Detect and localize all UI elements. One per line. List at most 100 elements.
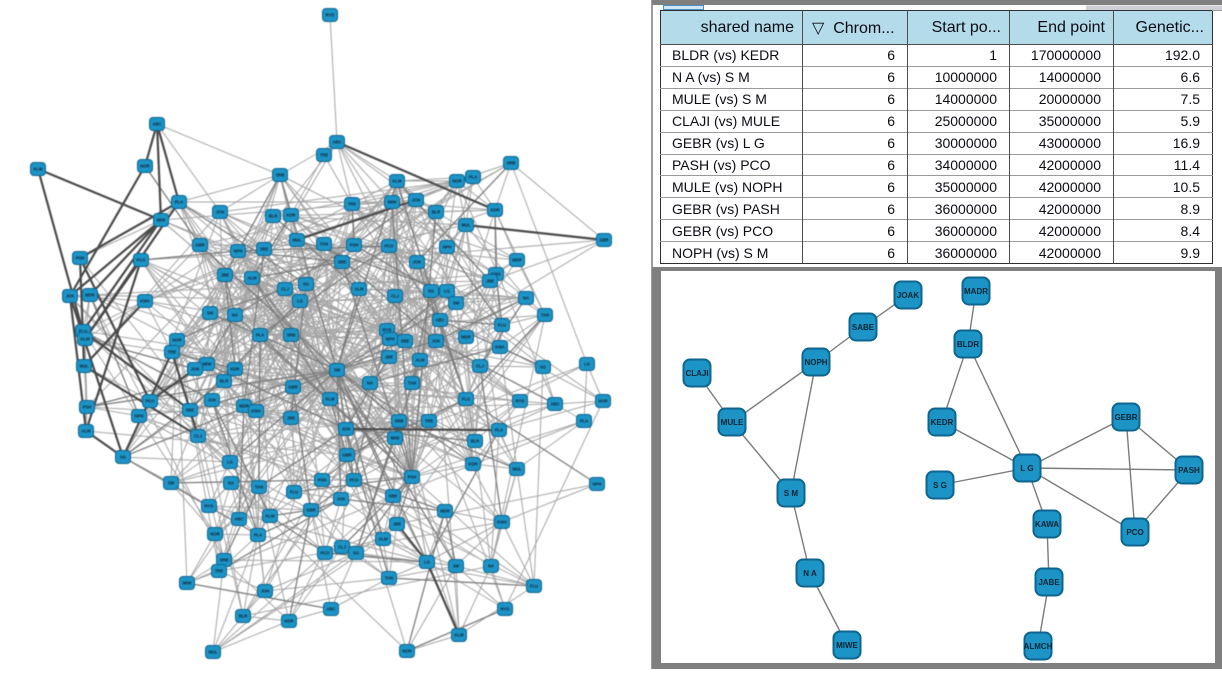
svg-text:MDR: MDR xyxy=(85,293,95,298)
svg-text:MIW: MIW xyxy=(391,436,400,441)
svg-text:FLU: FLU xyxy=(498,323,506,328)
svg-text:ALM: ALM xyxy=(354,287,364,292)
svg-text:MIW: MIW xyxy=(183,581,192,586)
svg-text:CLAJI: CLAJI xyxy=(685,369,708,378)
svg-text:ABC: ABC xyxy=(152,122,161,127)
svg-text:SBE: SBE xyxy=(389,494,398,499)
svg-text:MDR: MDR xyxy=(461,335,471,340)
svg-text:CLJ: CLJ xyxy=(194,434,203,439)
svg-text:TAN: TAN xyxy=(385,576,393,581)
svg-text:NPH: NPH xyxy=(386,337,395,342)
svg-text:LG: LG xyxy=(584,362,590,367)
svg-text:TAN: TAN xyxy=(541,313,549,318)
svg-text:KDR: KDR xyxy=(230,367,239,372)
svg-text:SG: SG xyxy=(120,455,126,460)
svg-text:SBE: SBE xyxy=(338,260,347,265)
svg-text:TAN: TAN xyxy=(408,381,416,386)
svg-text:KLM: KLM xyxy=(80,337,90,342)
svg-text:JON: JON xyxy=(342,427,351,432)
svg-text:PCO: PCO xyxy=(384,244,394,249)
svg-text:ALM: ALM xyxy=(247,276,257,281)
svg-text:MUL: MUL xyxy=(461,223,471,228)
svg-text:JOK: JOK xyxy=(208,398,217,403)
svg-text:PCO: PCO xyxy=(320,551,330,556)
svg-text:MDR: MDR xyxy=(440,509,450,514)
svg-text:PCO: PCO xyxy=(349,478,359,483)
svg-text:SM: SM xyxy=(334,368,341,373)
svg-text:FLU: FLU xyxy=(462,397,470,402)
svg-text:NPH: NPH xyxy=(443,245,452,250)
svg-text:GEBR: GEBR xyxy=(1114,413,1137,422)
svg-text:NOR: NOR xyxy=(598,399,607,404)
svg-text:MIW: MIW xyxy=(157,218,166,223)
svg-text:MULE: MULE xyxy=(721,418,744,427)
svg-text:PCO: PCO xyxy=(1126,528,1143,537)
svg-text:MDR: MDR xyxy=(239,404,249,409)
svg-text:SRB: SRB xyxy=(395,419,404,424)
svg-text:BLR: BLR xyxy=(269,214,278,219)
svg-text:BLR: BLR xyxy=(432,210,441,215)
svg-text:RYD: RYD xyxy=(205,504,214,509)
svg-text:CLJ: CLJ xyxy=(391,294,400,299)
svg-text:JON: JON xyxy=(261,589,270,594)
svg-text:SM: SM xyxy=(207,311,214,316)
svg-text:JBE: JBE xyxy=(221,273,229,278)
svg-text:NA: NA xyxy=(523,296,529,301)
svg-text:SBE: SBE xyxy=(401,339,410,344)
svg-text:SABE: SABE xyxy=(852,323,875,332)
svg-text:L G: L G xyxy=(1020,464,1033,473)
svg-text:NOR: NOR xyxy=(210,532,219,537)
svg-text:JON: JON xyxy=(191,367,200,372)
svg-text:JOK: JOK xyxy=(432,339,441,344)
svg-text:NOR: NOR xyxy=(452,179,461,184)
svg-text:NPH: NPH xyxy=(234,249,243,254)
svg-text:SM: SM xyxy=(453,301,460,306)
svg-text:KWA: KWA xyxy=(491,272,501,277)
svg-text:TRE: TRE xyxy=(320,153,329,158)
svg-text:TRE: TRE xyxy=(168,350,177,355)
svg-text:MUL: MUL xyxy=(79,364,89,369)
svg-text:KDR: KDR xyxy=(284,619,293,624)
svg-text:GBR: GBR xyxy=(195,243,204,248)
svg-text:SBE: SBE xyxy=(186,408,195,413)
svg-text:MUL: MUL xyxy=(512,467,522,472)
svg-text:PLA: PLA xyxy=(495,428,503,433)
svg-text:KWA: KWA xyxy=(495,345,505,350)
svg-text:MUL: MUL xyxy=(292,238,302,243)
svg-text:ABC: ABC xyxy=(550,402,559,407)
svg-text:CLJ: CLJ xyxy=(281,287,290,292)
svg-text:NPH: NPH xyxy=(135,414,144,419)
svg-text:ABC: ABC xyxy=(326,607,335,612)
svg-text:N A: N A xyxy=(803,569,817,578)
svg-text:SG: SG xyxy=(428,289,434,294)
svg-text:SM: SM xyxy=(453,564,460,569)
svg-text:CLJ: CLJ xyxy=(476,364,485,369)
svg-text:PSH: PSH xyxy=(350,243,359,248)
svg-text:NOR: NOR xyxy=(402,649,411,654)
svg-text:NA: NA xyxy=(232,313,238,318)
svg-text:JOK: JOK xyxy=(66,294,75,299)
svg-text:PLA: PLA xyxy=(580,419,588,424)
svg-text:TAN: TAN xyxy=(320,242,328,247)
svg-text:KDR: KDR xyxy=(490,208,499,213)
svg-text:BLR: BLR xyxy=(220,379,229,384)
svg-text:ALM: ALM xyxy=(81,429,91,434)
svg-text:KLM: KLM xyxy=(392,179,402,184)
svg-text:FLU: FLU xyxy=(290,490,298,495)
svg-text:GBR: GBR xyxy=(342,453,351,458)
svg-text:JABE: JABE xyxy=(1038,578,1060,587)
svg-text:SG: SG xyxy=(353,551,359,556)
svg-text:JOK: JOK xyxy=(413,260,422,265)
svg-text:PLA: PLA xyxy=(175,200,183,205)
svg-text:BLR: BLR xyxy=(471,439,480,444)
svg-text:SRB: SRB xyxy=(287,333,296,338)
svg-text:SBE: SBE xyxy=(260,247,269,252)
svg-text:KAWA: KAWA xyxy=(1035,520,1059,529)
svg-text:KLM: KLM xyxy=(265,514,275,519)
svg-text:MADR: MADR xyxy=(964,287,988,296)
svg-text:TRE: TRE xyxy=(215,569,224,574)
svg-text:LG: LG xyxy=(227,460,233,465)
svg-text:FLU: FLU xyxy=(530,584,538,589)
svg-text:S M: S M xyxy=(784,489,799,498)
svg-text:TRE: TRE xyxy=(348,202,357,207)
